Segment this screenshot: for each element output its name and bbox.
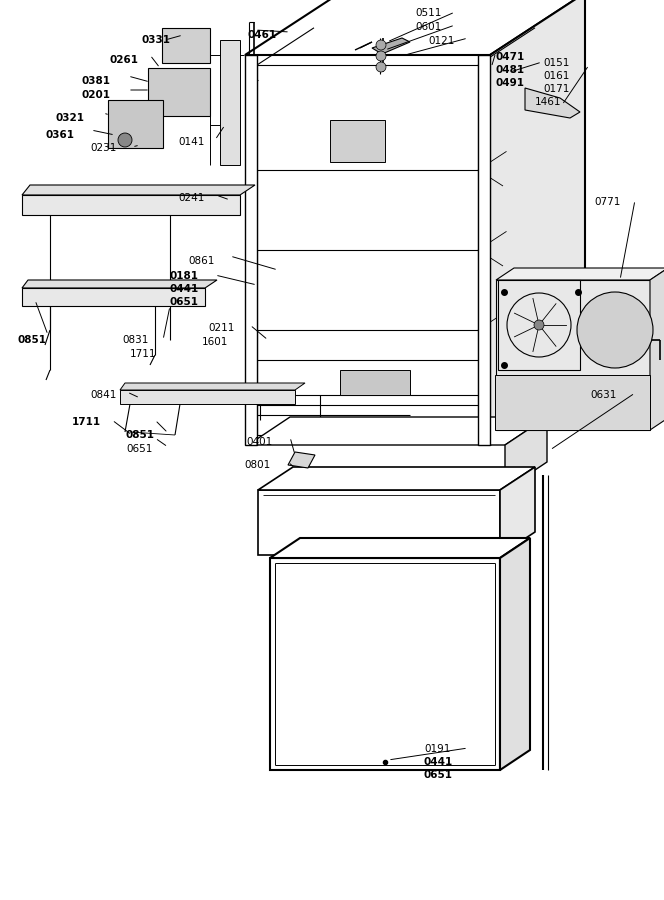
Text: 1711: 1711 bbox=[72, 417, 101, 427]
Text: 0841: 0841 bbox=[90, 390, 116, 400]
Text: 0321: 0321 bbox=[55, 113, 84, 123]
Polygon shape bbox=[525, 88, 580, 118]
Polygon shape bbox=[120, 390, 295, 404]
Text: 0191: 0191 bbox=[424, 744, 450, 754]
Text: 0631: 0631 bbox=[590, 390, 616, 400]
Text: 0651: 0651 bbox=[126, 444, 152, 454]
Circle shape bbox=[376, 62, 386, 72]
Polygon shape bbox=[496, 280, 650, 430]
Text: 0241: 0241 bbox=[178, 193, 205, 203]
Polygon shape bbox=[245, 0, 585, 55]
Text: 1601: 1601 bbox=[202, 337, 228, 347]
Polygon shape bbox=[288, 452, 315, 468]
Text: 0361: 0361 bbox=[45, 130, 74, 140]
Text: 0211: 0211 bbox=[208, 323, 234, 333]
Circle shape bbox=[577, 292, 653, 368]
Text: 0851: 0851 bbox=[126, 430, 155, 440]
Text: 0331: 0331 bbox=[142, 35, 171, 45]
Polygon shape bbox=[500, 538, 530, 770]
Text: 0831: 0831 bbox=[122, 335, 148, 345]
Polygon shape bbox=[496, 268, 664, 280]
Text: 0491: 0491 bbox=[496, 78, 525, 88]
Bar bbox=[495, 375, 650, 430]
Circle shape bbox=[534, 320, 544, 330]
Circle shape bbox=[118, 133, 132, 147]
Polygon shape bbox=[258, 490, 500, 555]
Text: 0851: 0851 bbox=[18, 335, 47, 345]
Polygon shape bbox=[505, 417, 547, 490]
Bar bbox=[330, 120, 385, 162]
Text: 0801: 0801 bbox=[244, 460, 270, 470]
Bar bbox=[108, 100, 163, 148]
Polygon shape bbox=[270, 558, 500, 770]
Polygon shape bbox=[22, 185, 255, 195]
Polygon shape bbox=[120, 383, 305, 390]
Text: 0171: 0171 bbox=[543, 84, 569, 94]
Text: 0601: 0601 bbox=[415, 22, 442, 32]
Polygon shape bbox=[478, 55, 490, 445]
Text: 0201: 0201 bbox=[82, 90, 111, 100]
Text: 0151: 0151 bbox=[543, 58, 569, 68]
Polygon shape bbox=[245, 55, 257, 445]
Text: 1461: 1461 bbox=[535, 97, 562, 107]
Circle shape bbox=[376, 40, 386, 50]
Text: 0181: 0181 bbox=[170, 271, 199, 281]
Text: 0261: 0261 bbox=[110, 55, 139, 65]
Polygon shape bbox=[22, 195, 240, 215]
Text: 0381: 0381 bbox=[82, 76, 111, 86]
Polygon shape bbox=[22, 280, 217, 288]
Text: 0651: 0651 bbox=[170, 297, 199, 307]
Text: 0141: 0141 bbox=[178, 137, 205, 147]
Polygon shape bbox=[500, 467, 535, 555]
Text: 0481: 0481 bbox=[496, 65, 525, 75]
Text: 0121: 0121 bbox=[428, 36, 454, 46]
Polygon shape bbox=[258, 467, 535, 490]
Text: 0161: 0161 bbox=[543, 71, 569, 81]
Text: 0471: 0471 bbox=[496, 52, 525, 62]
Polygon shape bbox=[270, 538, 530, 558]
Circle shape bbox=[376, 51, 386, 61]
Bar bbox=[340, 370, 410, 395]
Text: 0441: 0441 bbox=[424, 757, 454, 767]
Text: 0231: 0231 bbox=[90, 143, 116, 153]
Polygon shape bbox=[650, 268, 664, 430]
Polygon shape bbox=[490, 0, 585, 445]
Text: 0441: 0441 bbox=[170, 284, 199, 294]
Bar bbox=[148, 68, 210, 116]
Polygon shape bbox=[220, 40, 240, 165]
Text: 0771: 0771 bbox=[594, 197, 620, 207]
Bar bbox=[162, 28, 210, 63]
Polygon shape bbox=[248, 417, 547, 445]
Text: 0401: 0401 bbox=[246, 437, 272, 447]
Text: 0861: 0861 bbox=[188, 256, 214, 266]
Polygon shape bbox=[22, 288, 205, 306]
Bar bbox=[498, 280, 580, 370]
Text: 0461: 0461 bbox=[248, 30, 277, 40]
Text: 0511: 0511 bbox=[415, 8, 442, 18]
Polygon shape bbox=[372, 38, 410, 54]
Text: 1711: 1711 bbox=[130, 349, 157, 359]
Text: 0651: 0651 bbox=[424, 770, 453, 780]
